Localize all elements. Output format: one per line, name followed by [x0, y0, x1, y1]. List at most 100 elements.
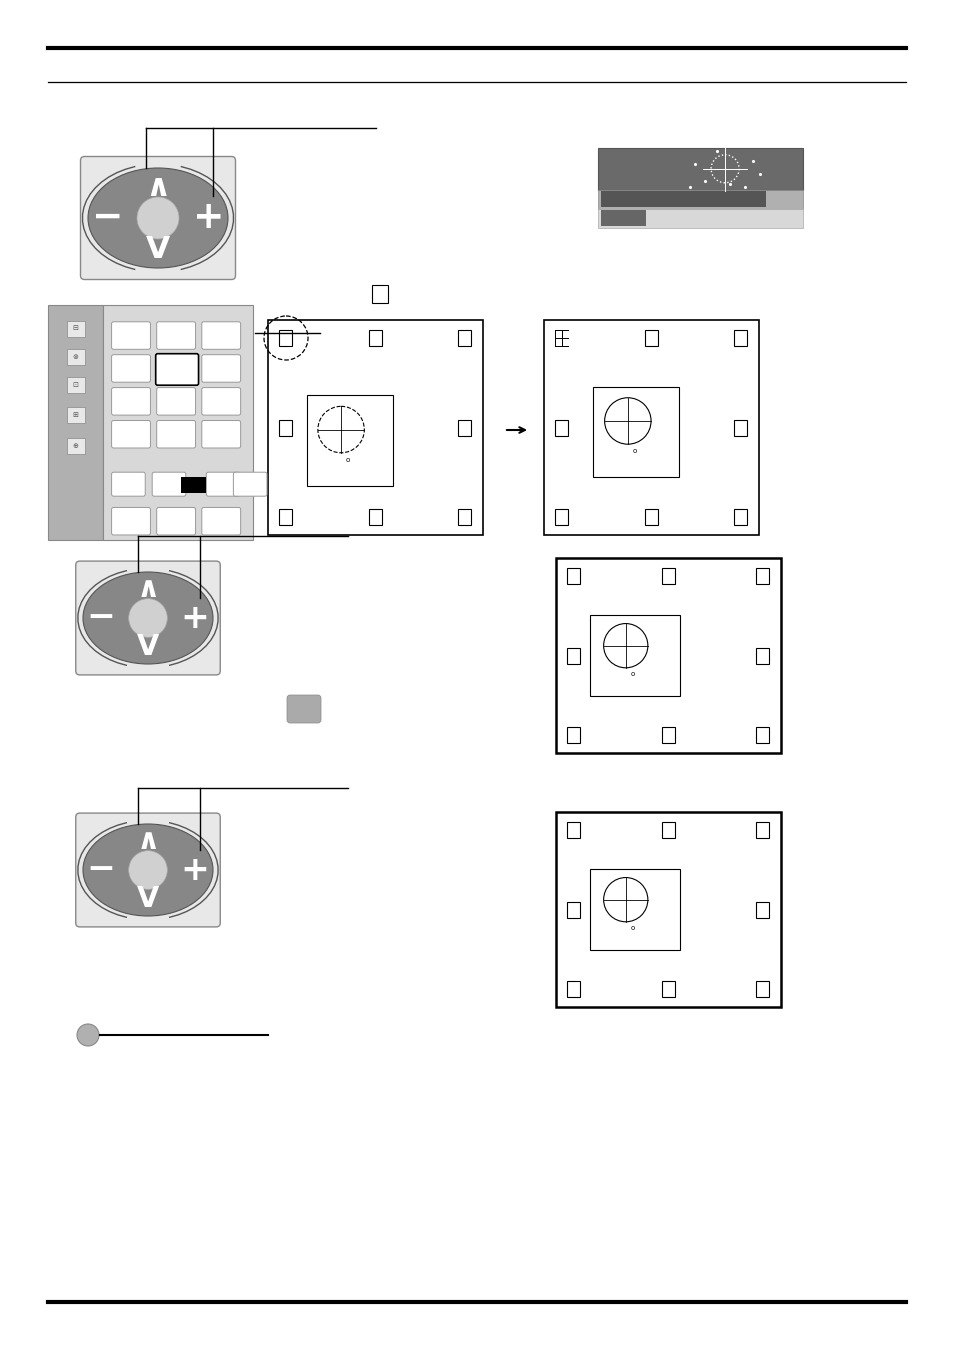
Bar: [369, 330, 381, 346]
Bar: [67, 320, 85, 336]
Bar: [600, 211, 645, 227]
Bar: [593, 386, 679, 477]
Bar: [103, 305, 253, 540]
Bar: [556, 812, 781, 1006]
Bar: [556, 558, 781, 753]
Text: V: V: [136, 632, 159, 661]
Bar: [600, 192, 765, 207]
Ellipse shape: [83, 824, 213, 916]
Bar: [661, 821, 675, 838]
FancyBboxPatch shape: [202, 355, 240, 382]
FancyBboxPatch shape: [202, 388, 240, 415]
FancyBboxPatch shape: [152, 473, 186, 496]
Bar: [555, 420, 568, 435]
Bar: [372, 285, 388, 303]
FancyBboxPatch shape: [156, 508, 195, 535]
FancyBboxPatch shape: [155, 354, 198, 385]
Text: V: V: [136, 885, 159, 912]
FancyBboxPatch shape: [112, 508, 151, 535]
Text: −: −: [91, 200, 123, 236]
Bar: [756, 567, 769, 584]
FancyBboxPatch shape: [112, 420, 151, 449]
Text: ⊗: ⊗: [72, 354, 78, 359]
Ellipse shape: [83, 571, 213, 663]
Bar: [598, 149, 802, 189]
Bar: [589, 869, 679, 951]
Bar: [567, 647, 579, 663]
Bar: [369, 509, 381, 526]
Bar: [67, 438, 85, 454]
FancyBboxPatch shape: [75, 561, 220, 676]
Bar: [756, 647, 769, 663]
Text: −: −: [87, 601, 115, 635]
Bar: [67, 408, 85, 423]
Text: o: o: [630, 671, 634, 677]
Bar: [543, 320, 759, 535]
Text: o: o: [346, 457, 350, 463]
Polygon shape: [187, 478, 198, 490]
FancyBboxPatch shape: [112, 322, 151, 350]
Bar: [279, 330, 293, 346]
Bar: [567, 981, 579, 997]
Bar: [589, 615, 679, 697]
Bar: [458, 509, 471, 526]
Text: +: +: [180, 854, 209, 886]
Text: ⊟: ⊟: [72, 326, 78, 331]
Bar: [598, 209, 802, 228]
Bar: [567, 727, 579, 743]
FancyBboxPatch shape: [80, 157, 235, 280]
Bar: [734, 330, 747, 346]
Circle shape: [129, 598, 167, 638]
Text: ∧: ∧: [136, 827, 159, 855]
Ellipse shape: [88, 168, 228, 267]
Bar: [734, 509, 747, 526]
FancyBboxPatch shape: [202, 420, 240, 449]
Bar: [279, 420, 293, 435]
Bar: [48, 305, 103, 540]
Bar: [67, 377, 85, 393]
Text: −: −: [87, 854, 115, 886]
Text: ∧: ∧: [145, 173, 171, 201]
Bar: [598, 189, 802, 209]
Bar: [555, 509, 568, 526]
FancyBboxPatch shape: [206, 473, 240, 496]
Text: V: V: [146, 235, 170, 263]
FancyBboxPatch shape: [156, 322, 195, 350]
FancyBboxPatch shape: [156, 420, 195, 449]
Bar: [661, 981, 675, 997]
FancyBboxPatch shape: [112, 355, 151, 382]
Bar: [756, 821, 769, 838]
Bar: [567, 821, 579, 838]
Bar: [268, 320, 482, 535]
Bar: [306, 396, 393, 485]
FancyBboxPatch shape: [112, 473, 145, 496]
Circle shape: [137, 197, 179, 239]
Text: ⊞: ⊞: [72, 412, 78, 419]
Text: o: o: [630, 925, 634, 931]
Bar: [67, 349, 85, 365]
Text: ∧: ∧: [136, 576, 159, 604]
Bar: [756, 901, 769, 917]
Bar: [644, 509, 658, 526]
Bar: [756, 981, 769, 997]
FancyBboxPatch shape: [75, 813, 220, 927]
FancyBboxPatch shape: [156, 388, 195, 415]
Bar: [279, 509, 293, 526]
FancyBboxPatch shape: [202, 322, 240, 350]
Bar: [661, 567, 675, 584]
Bar: [661, 727, 675, 743]
Bar: [756, 727, 769, 743]
Circle shape: [77, 1024, 99, 1046]
Bar: [567, 567, 579, 584]
Text: +: +: [193, 200, 224, 236]
Bar: [644, 330, 658, 346]
FancyBboxPatch shape: [287, 694, 320, 723]
Circle shape: [129, 851, 167, 889]
Bar: [734, 420, 747, 435]
Bar: [181, 477, 206, 493]
Bar: [458, 330, 471, 346]
Bar: [567, 901, 579, 917]
FancyBboxPatch shape: [112, 388, 151, 415]
Text: o: o: [632, 449, 637, 454]
FancyBboxPatch shape: [233, 473, 267, 496]
